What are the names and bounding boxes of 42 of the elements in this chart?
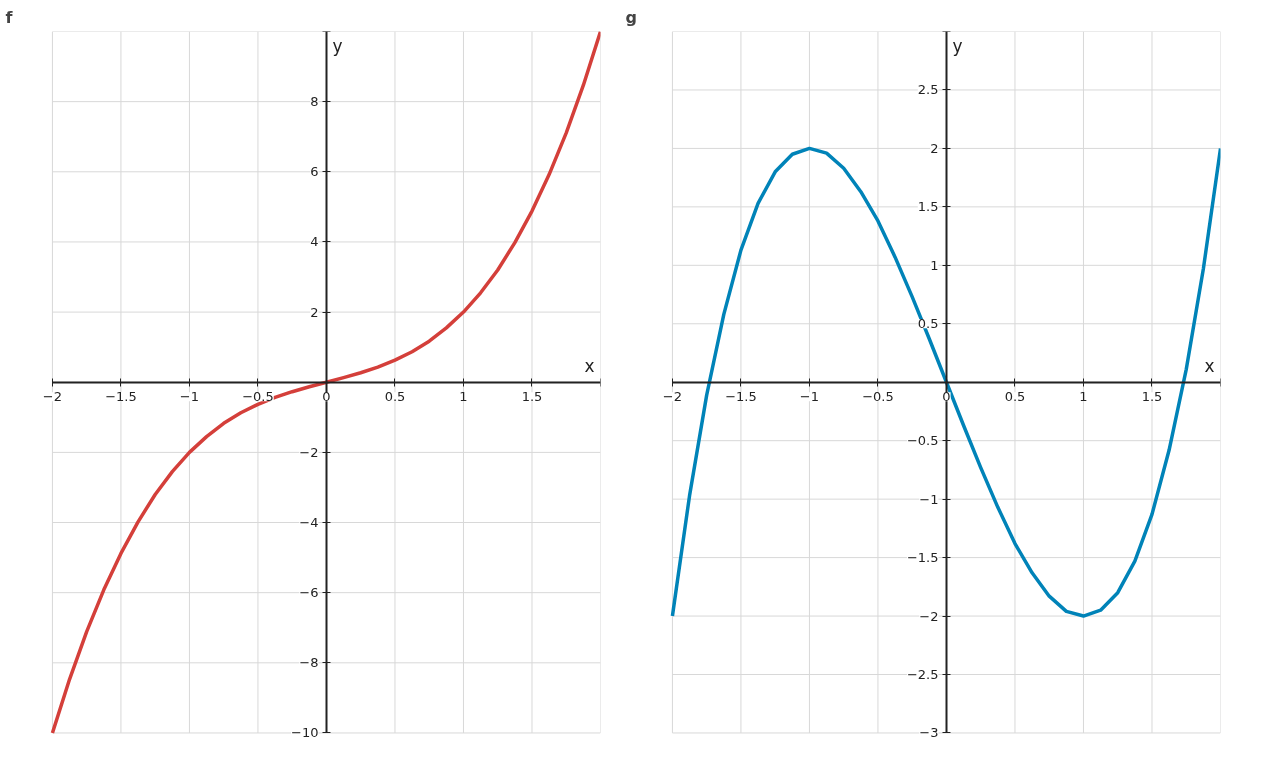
y-tick-label: 4 [310, 234, 319, 250]
y-axis-title: y [332, 35, 343, 56]
y-tick-label: 2 [310, 304, 319, 320]
y-tick-label: −2 [919, 608, 939, 624]
y-tick-label: −10 [291, 725, 319, 741]
x-tick-label: 0 [942, 389, 951, 405]
y-tick-label: 8 [310, 94, 319, 110]
x-tick-label: −1 [799, 389, 820, 405]
chart-title: f [5, 7, 14, 27]
y-tick-label: −2.5 [906, 667, 939, 683]
y-tick-label: 1.5 [917, 199, 939, 215]
x-tick-label: 1 [1079, 389, 1088, 405]
x-tick-label: 0 [322, 389, 331, 405]
y-tick-label: 1 [930, 257, 939, 273]
x-tick-label: 0.5 [1004, 389, 1026, 405]
y-tick-label: −6 [299, 585, 319, 601]
x-tick-label: 1.5 [1141, 389, 1163, 405]
y-tick-label: 6 [310, 164, 319, 180]
x-tick-label: −2 [662, 389, 683, 405]
x-axis-title: x [584, 356, 595, 377]
y-tick-label: −1.5 [906, 550, 939, 566]
y-tick-label: −1 [919, 491, 939, 507]
x-tick-label: −1 [179, 389, 200, 405]
x-tick-label: 1.5 [521, 389, 543, 405]
x-tick-label: 0.5 [384, 389, 406, 405]
y-tick-label: 2 [930, 140, 939, 156]
x-tick-label: −0.5 [862, 389, 894, 405]
y-tick-label: −4 [299, 515, 319, 531]
y-tick-label: −8 [299, 655, 319, 671]
y-axis-title: y [952, 35, 963, 56]
y-tick-label: −2 [299, 444, 319, 460]
y-tick-label: −0.5 [906, 433, 939, 449]
x-tick-label: −2 [42, 389, 63, 405]
chart-title: g [625, 7, 637, 27]
x-tick-label: 1 [459, 389, 468, 405]
y-tick-label: 2.5 [917, 82, 939, 98]
x-axis-title: x [1204, 356, 1215, 377]
x-tick-label: −1.5 [105, 389, 137, 405]
y-tick-label: 0.5 [917, 316, 939, 332]
x-tick-label: −0.5 [242, 389, 274, 405]
x-tick-label: −1.5 [725, 389, 757, 405]
y-tick-label: −3 [919, 725, 939, 741]
